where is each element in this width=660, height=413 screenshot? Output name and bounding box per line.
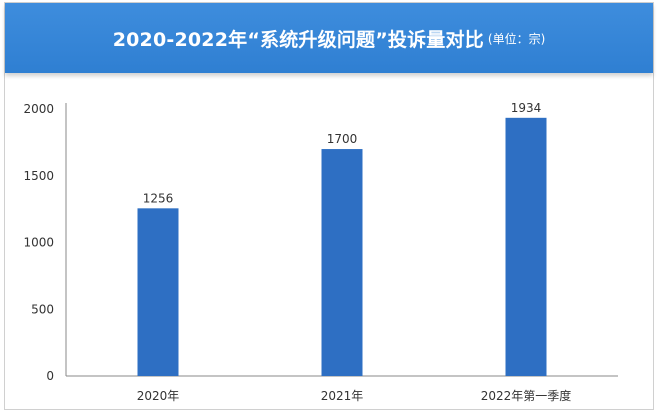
chart-title: 2020-2022年“系统升级问题”投诉量对比 — [112, 28, 484, 51]
y-tick-label: 1500 — [23, 169, 54, 183]
y-tick-label: 1000 — [23, 236, 54, 250]
x-tick-label: 2020年 — [137, 389, 180, 403]
y-tick-label: 0 — [46, 369, 54, 383]
data-label: 1700 — [327, 132, 358, 146]
x-tick-label: 2021年 — [321, 389, 364, 403]
bar — [321, 149, 363, 376]
data-label: 1934 — [511, 101, 542, 115]
bar — [137, 208, 179, 376]
chart-unit: (单位：宗) — [487, 31, 546, 46]
y-tick-label: 500 — [31, 302, 54, 316]
data-label: 1256 — [143, 191, 174, 205]
y-tick-label: 2000 — [23, 102, 54, 116]
title-banner: 2020-2022年“系统升级问题”投诉量对比 (单位：宗) — [5, 3, 653, 73]
bar — [505, 117, 547, 376]
x-tick-label: 2022年第一季度 — [481, 388, 572, 403]
